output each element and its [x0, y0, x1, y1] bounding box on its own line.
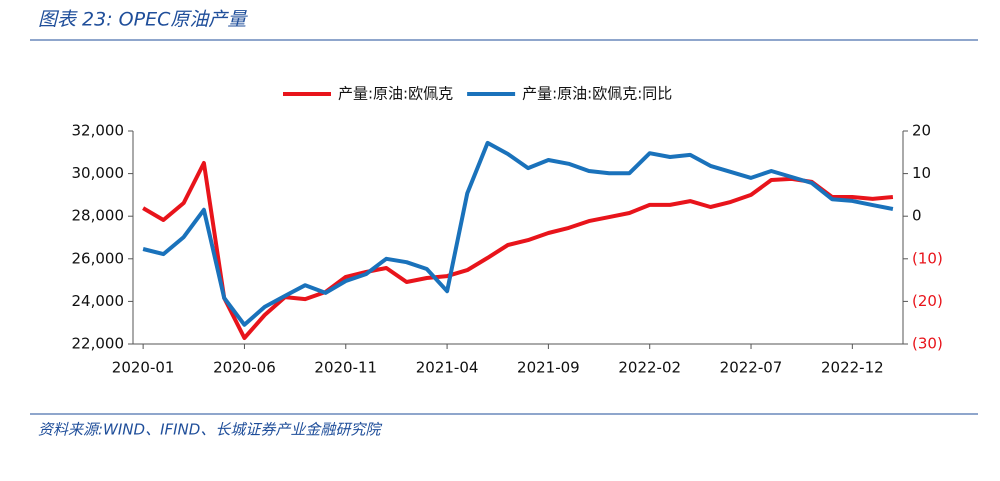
- legend-label: 产量:原油:欧佩克:同比: [522, 85, 672, 103]
- y2-tick-label: (30): [912, 335, 943, 353]
- x-tick-label: 2021-09: [517, 359, 580, 377]
- y-tick-label: 24,000: [72, 292, 125, 310]
- x-tick-label: 2020-11: [314, 359, 377, 377]
- y2-tick-label: 20: [912, 122, 931, 140]
- y-tick-label: 22,000: [72, 335, 125, 353]
- x-tick-label: 2022-02: [618, 359, 681, 377]
- y-tick-label: 30,000: [72, 164, 125, 182]
- x-tick-label: 2022-07: [720, 359, 783, 377]
- series-line: [142, 140, 894, 327]
- y-tick-label: 26,000: [72, 249, 125, 267]
- y-tick-label: 28,000: [72, 207, 125, 225]
- x-tick-label: 2020-06: [213, 359, 276, 377]
- y2-tick-label: 10: [912, 164, 931, 182]
- chart-title: 图表 23: OPEC原油产量: [38, 9, 248, 31]
- x-tick-label: 2021-04: [416, 359, 479, 377]
- legend-label: 产量:原油:欧佩克: [338, 85, 453, 103]
- y2-tick-label: 0: [912, 207, 922, 225]
- series-line: [142, 161, 894, 340]
- y2-tick-label: (10): [912, 249, 943, 267]
- source-note: 资料来源:WIND、IFIND、长城证券产业金融研究院: [38, 421, 382, 439]
- y2-tick-label: (20): [912, 292, 943, 310]
- x-tick-label: 2022-12: [821, 359, 884, 377]
- y-tick-label: 32,000: [72, 122, 125, 140]
- x-tick-label: 2020-01: [112, 359, 175, 377]
